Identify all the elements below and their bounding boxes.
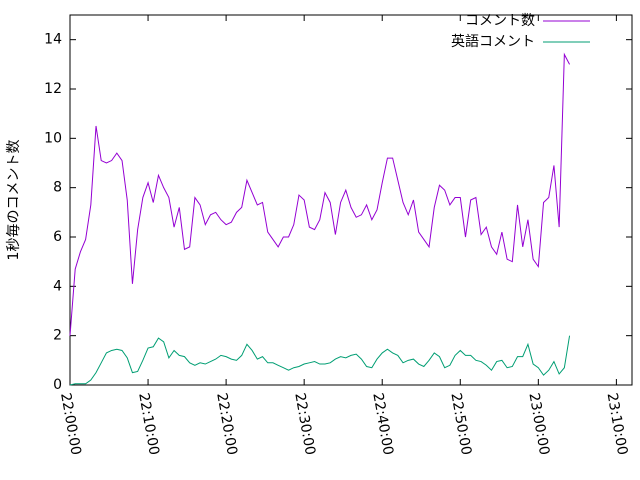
legend-label: コメント数 <box>465 13 535 29</box>
x-tick-label: 22:00:00 <box>57 392 84 457</box>
x-tick-label: 22:10:00 <box>135 392 162 457</box>
x-tick-label: 22:50:00 <box>447 392 474 457</box>
series-line <box>69 52 571 336</box>
y-tick-label: 8 <box>53 180 62 196</box>
y-tick-label: 12 <box>44 81 62 97</box>
y-axis-label: 1秒毎のコメント数 <box>6 140 22 261</box>
series-line <box>69 335 571 386</box>
x-tick-label: 22:40:00 <box>369 392 396 457</box>
y-tick-label: 10 <box>44 130 62 146</box>
y-tick-label: 14 <box>44 32 62 48</box>
y-tick-label: 4 <box>53 278 62 294</box>
legend-label: 英語コメント <box>451 33 535 50</box>
x-tick-label: 22:30:00 <box>291 392 318 457</box>
y-tick-label: 6 <box>53 229 62 245</box>
x-tick-label: 23:10:00 <box>604 392 631 457</box>
y-tick-label: 0 <box>53 377 62 393</box>
plot-frame <box>69 14 633 386</box>
x-tick-label: 23:00:00 <box>525 392 552 457</box>
y-tick-label: 2 <box>53 328 62 344</box>
x-tick-label: 22:20:00 <box>213 392 240 457</box>
